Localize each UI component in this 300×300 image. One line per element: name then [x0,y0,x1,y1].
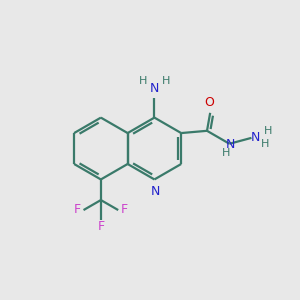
Text: N: N [150,82,159,95]
Text: F: F [121,203,128,216]
Text: H: H [161,76,170,86]
Text: N: N [251,131,260,144]
Text: H: H [139,76,147,86]
Text: N: N [226,138,236,151]
Text: H: H [263,126,272,136]
Text: F: F [74,203,81,216]
Text: N: N [151,185,160,198]
Text: F: F [98,220,105,233]
Text: H: H [260,139,269,149]
Text: H: H [222,148,230,158]
Text: O: O [205,96,214,109]
